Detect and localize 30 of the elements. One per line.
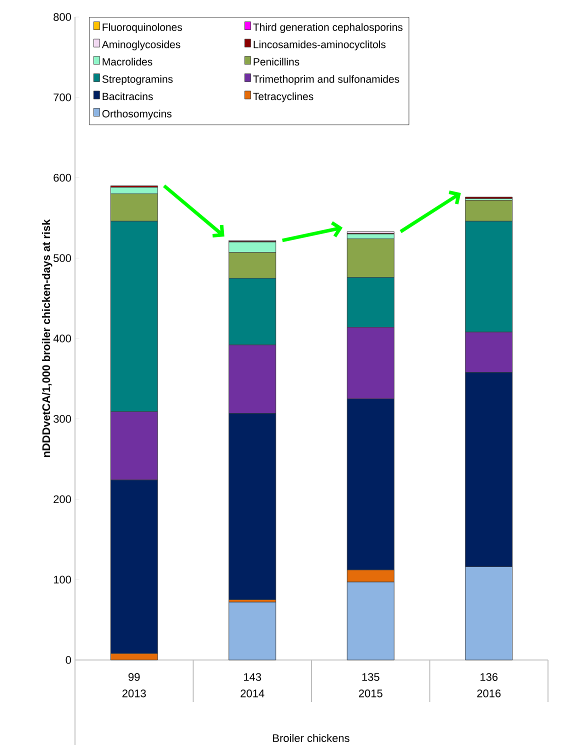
x-tick-label: 2014	[240, 690, 264, 698]
y-axis-title: nDDDvetCA/1,000 broiler chicken-days at risk	[42, 219, 52, 457]
x-tick-label: 2013	[122, 690, 146, 698]
legend-label: Third generation cephalosporins	[253, 23, 403, 33]
y-tick-label: 800	[54, 13, 72, 21]
text: 136	[480, 673, 498, 681]
y-tick-label: 300	[54, 414, 72, 423]
y-tick-label: 100	[54, 576, 72, 584]
legend-label: Macrolides	[102, 58, 152, 66]
legend-label: Aminoglycosides	[102, 40, 180, 50]
y-tick-label: 400	[53, 334, 72, 342]
y-tick-label: 700	[54, 94, 72, 102]
y-tick-label: 200	[54, 495, 72, 504]
legend-label: Orthosomycins	[102, 110, 172, 120]
legend-label: Penicillins	[254, 58, 300, 66]
text: 143	[244, 673, 262, 681]
legend-label: Fluoroquinolones	[102, 23, 182, 33]
text: 99	[128, 673, 140, 681]
legend-label: Streptogramins	[102, 75, 173, 85]
y-tick-label: 600	[54, 174, 72, 182]
legend-label: Trimethoprim and sulfonamides	[253, 75, 400, 85]
legend-label: Tetracyclines	[253, 92, 314, 102]
legend-label: Lincosamides-aminocyclitols	[254, 40, 386, 50]
text: 135	[362, 673, 380, 681]
x-axis-title: Broiler chickens	[273, 734, 350, 742]
y-tick-label: 0	[66, 656, 72, 664]
x-tick-label: 2015	[358, 690, 382, 698]
y-tick-label: 500	[54, 254, 72, 262]
x-tick-label: 2016	[477, 690, 501, 698]
legend-label: Bacitracins	[102, 92, 153, 100]
